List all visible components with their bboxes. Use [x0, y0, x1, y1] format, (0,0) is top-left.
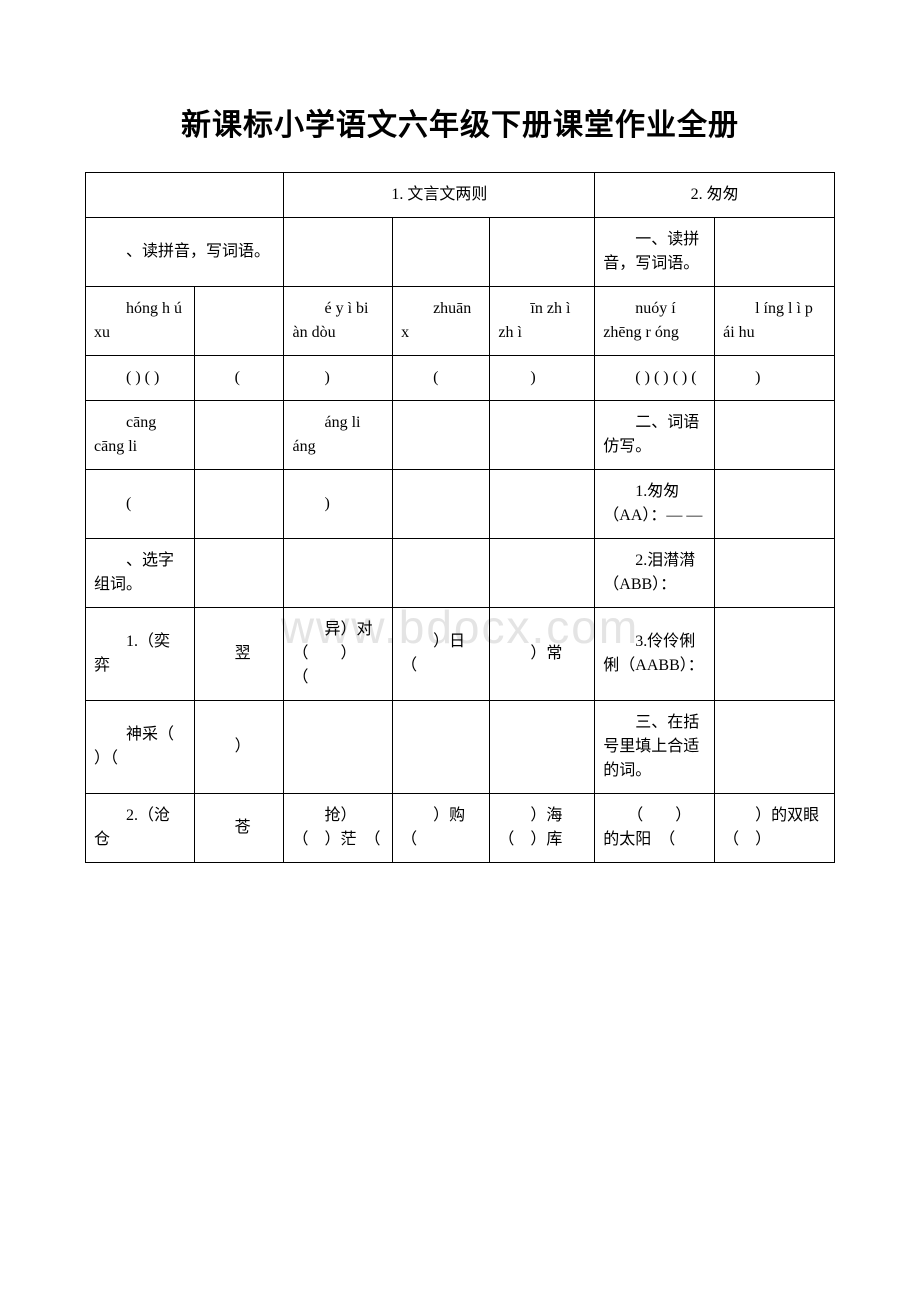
cell: 1. 文言文两则 — [284, 173, 595, 218]
cell — [490, 539, 595, 608]
cell: ( ) ( ) — [86, 356, 195, 401]
table-row: 1.（奕 弈 翌 异）对（ ） （ ）日 （ ）常 3.伶伶俐俐（AABB）： — [86, 608, 835, 701]
cell — [284, 701, 393, 794]
cell: 翌 — [194, 608, 284, 701]
cell: 、读拼音，写词语。 — [86, 218, 284, 287]
cell — [715, 608, 835, 701]
cell — [194, 470, 284, 539]
document-content: 新课标小学语文六年级下册课堂作业全册 1. 文言文两则 2. 匆匆 、读拼音，写… — [85, 100, 835, 863]
cell: 苍 — [194, 794, 284, 863]
cell — [284, 218, 393, 287]
cell: 抢） （ ）茫 （ — [284, 794, 393, 863]
cell — [194, 539, 284, 608]
cell: 三、在括号里填上合适的词。 — [595, 701, 715, 794]
cell — [715, 218, 835, 287]
cell: áng li áng — [284, 401, 393, 470]
cell: ) — [490, 356, 595, 401]
cell — [393, 218, 490, 287]
cell: ( — [194, 356, 284, 401]
cell: ）购 （ — [393, 794, 490, 863]
table-row: hóng h ú xu é y ì bi àn dòu zhuān x īn z… — [86, 287, 835, 356]
cell: ）常 — [490, 608, 595, 701]
cell — [490, 470, 595, 539]
table-row: ( ) 1.匆匆（AA）：— — — [86, 470, 835, 539]
worksheet-table: 1. 文言文两则 2. 匆匆 、读拼音，写词语。 一、读拼音，写词语。 hóng… — [85, 172, 835, 863]
cell: ）的双眼 （ ） — [715, 794, 835, 863]
page-title: 新课标小学语文六年级下册课堂作业全册 — [85, 100, 835, 144]
cell: 、选字组词。 — [86, 539, 195, 608]
cell: 二、词语仿写。 — [595, 401, 715, 470]
cell: 1.匆匆（AA）：— — — [595, 470, 715, 539]
table-row: cāng cāng li áng li áng 二、词语仿写。 — [86, 401, 835, 470]
cell — [715, 401, 835, 470]
cell: hóng h ú xu — [86, 287, 195, 356]
cell: īn zh ì zh ì — [490, 287, 595, 356]
cell: 神采（ ）（ — [86, 701, 195, 794]
cell — [194, 401, 284, 470]
cell: ）海 （ ）库 — [490, 794, 595, 863]
cell: ）日 （ — [393, 608, 490, 701]
cell: ) — [284, 356, 393, 401]
cell — [194, 287, 284, 356]
cell: 1.（奕 弈 — [86, 608, 195, 701]
cell: 异）对（ ） （ — [284, 608, 393, 701]
cell: ( — [393, 356, 490, 401]
cell — [284, 539, 393, 608]
table-row: 、选字组词。 2.泪潸潸（ABB）： — [86, 539, 835, 608]
cell — [490, 218, 595, 287]
cell — [715, 701, 835, 794]
cell — [393, 470, 490, 539]
table-row: 1. 文言文两则 2. 匆匆 — [86, 173, 835, 218]
cell — [490, 701, 595, 794]
cell: é y ì bi àn dòu — [284, 287, 393, 356]
cell: ( ) ( ) ( ) ( — [595, 356, 715, 401]
cell — [715, 470, 835, 539]
cell: ） — [194, 701, 284, 794]
cell: nuóy í zhēng r óng — [595, 287, 715, 356]
cell: l íng l ì p ái hu — [715, 287, 835, 356]
cell: ( — [86, 470, 195, 539]
table-row: ( ) ( ) ( ) ( ) ( ) ( ) ( ) ( ) — [86, 356, 835, 401]
cell — [393, 539, 490, 608]
cell: ) — [715, 356, 835, 401]
cell: （ ）的太阳 （ — [595, 794, 715, 863]
cell — [715, 539, 835, 608]
cell — [490, 401, 595, 470]
cell: ) — [284, 470, 393, 539]
cell: 2.泪潸潸（ABB）： — [595, 539, 715, 608]
cell: 一、读拼音，写词语。 — [595, 218, 715, 287]
table-row: 、读拼音，写词语。 一、读拼音，写词语。 — [86, 218, 835, 287]
table-row: 神采（ ）（ ） 三、在括号里填上合适的词。 — [86, 701, 835, 794]
cell: cāng cāng li — [86, 401, 195, 470]
cell — [86, 173, 284, 218]
cell: zhuān x — [393, 287, 490, 356]
cell — [393, 401, 490, 470]
cell — [393, 701, 490, 794]
cell: 2. 匆匆 — [595, 173, 835, 218]
cell: 3.伶伶俐俐（AABB）： — [595, 608, 715, 701]
cell: 2.（沧 仓 — [86, 794, 195, 863]
table-row: 2.（沧 仓 苍 抢） （ ）茫 （ ）购 （ ）海 （ ）库 （ ）的太阳 （… — [86, 794, 835, 863]
